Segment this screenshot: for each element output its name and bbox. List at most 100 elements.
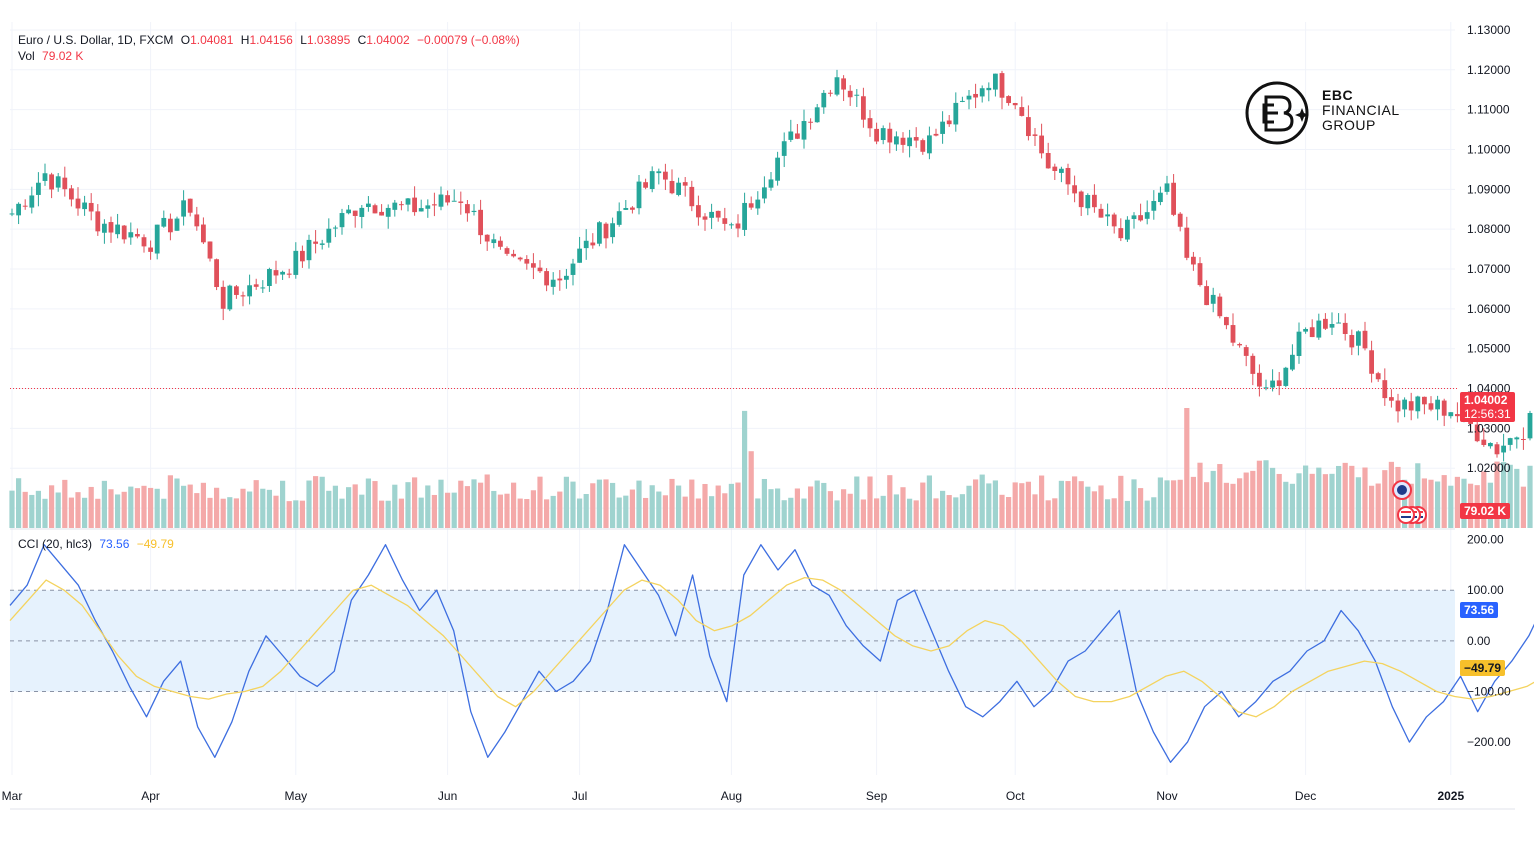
volume-bar (227, 497, 233, 528)
candle-body (847, 90, 853, 98)
candle-body (141, 237, 147, 247)
candle-body (1197, 263, 1203, 286)
cci-ma-tag: −49.79 (1460, 660, 1506, 676)
volume-bar (821, 482, 827, 528)
candle-body (1276, 380, 1282, 386)
cci-axis[interactable]: 200.00 100.00 0.00 −100.00 −200.00 (1467, 533, 1511, 750)
volume-bar (1454, 476, 1460, 528)
candle-body (557, 278, 563, 281)
volume-bar (504, 493, 510, 528)
candle-body (148, 247, 153, 252)
volume-tag: 79.02 K (1460, 503, 1511, 519)
volume-bar (801, 498, 807, 528)
high-value: 1.04156 (249, 33, 293, 47)
candle-body (887, 128, 893, 143)
ebc-emblem-icon (1245, 81, 1309, 145)
volume-bar (544, 499, 550, 528)
candle-body (550, 279, 556, 287)
volume-bar (313, 476, 319, 528)
vol-label[interactable]: Vol (18, 49, 35, 63)
candle-body (1059, 168, 1064, 173)
volume-bar (385, 500, 391, 528)
candle-body (220, 286, 226, 309)
volume-bar (55, 492, 61, 528)
candle-body (234, 286, 239, 295)
candle-body (135, 234, 140, 237)
volume-bar (1164, 480, 1170, 528)
candle-body (986, 87, 992, 91)
price-tick-label: 1.08000 (1467, 222, 1511, 236)
candle-body (511, 253, 516, 257)
volume-bar (973, 479, 979, 528)
candle-body (1349, 335, 1355, 348)
candle-body (247, 285, 252, 297)
candle-body (88, 202, 94, 212)
price-axis[interactable]: 1.13000 1.12000 1.11000 1.10000 1.09000 1.080… (1467, 23, 1511, 515)
candle-body (187, 198, 193, 213)
candle-body (531, 263, 536, 268)
time-axis[interactable]: MarAprMayJunJulAugSepOctNovDec2025Feb (2, 789, 1534, 803)
event-markers[interactable] (1392, 480, 1427, 524)
volume-bar (887, 475, 893, 528)
symbol-title[interactable]: Euro / U.S. Dollar, 1D, FXCM (18, 33, 174, 47)
volume-bar (557, 491, 563, 528)
volume-legend: Vol 79.02 K (18, 49, 83, 63)
candle-body (656, 171, 662, 174)
price-legend: Euro / U.S. Dollar, 1D, FXCM O1.04081 H1… (18, 33, 520, 47)
volume-bar (167, 475, 173, 528)
candle-body (227, 285, 233, 310)
candle-body (814, 107, 820, 123)
volume-bar (1355, 477, 1361, 528)
candle-body (102, 223, 107, 233)
candle-body (326, 228, 332, 243)
cci-tag-value: 73.56 (1464, 603, 1495, 617)
volume-bar (101, 480, 107, 528)
candle-body (1329, 324, 1335, 328)
change-value: −0.00079 (−0.08%) (417, 33, 520, 47)
price-tick-label: 1.12000 (1467, 63, 1511, 77)
volume-bar (781, 500, 787, 528)
volume-bar (755, 498, 761, 528)
candle-body (1408, 401, 1414, 411)
volume-bar (874, 498, 880, 528)
volume-bar (610, 482, 616, 528)
volume-bar (1375, 483, 1381, 528)
candle-body (379, 211, 384, 216)
volume-bar (940, 490, 946, 528)
volume-bar (880, 495, 886, 528)
volume-bar (722, 493, 728, 528)
volume-bar (35, 490, 41, 528)
volume-bar (689, 479, 695, 528)
candle-body (458, 201, 464, 203)
volume-bar (1501, 462, 1507, 528)
volume-bar (715, 485, 721, 528)
candle-body (1131, 215, 1137, 220)
volume-bar (1098, 485, 1104, 528)
volume-bar (134, 488, 140, 528)
cci-ma-line (9, 576, 1534, 718)
volume-bar (1078, 481, 1084, 528)
vol-value: 79.02 K (42, 49, 84, 63)
volume-bar (1507, 464, 1513, 528)
cci-label[interactable]: CCI (20, hlc3) (18, 537, 93, 551)
candle-body (22, 205, 28, 207)
volume-bar (491, 490, 497, 528)
candle-body (1085, 195, 1091, 209)
candle-body (649, 171, 655, 190)
candle-body (1422, 396, 1427, 405)
candle-body (194, 214, 200, 227)
candle-body (1065, 167, 1071, 185)
volume-bar (1349, 465, 1355, 528)
volume-bar (1250, 470, 1256, 528)
candle-body (432, 204, 437, 206)
volume-bars (9, 408, 1533, 528)
volume-bar (431, 494, 437, 528)
volume-bar (233, 498, 239, 528)
low-label: L (300, 33, 307, 47)
candle-body (498, 240, 503, 247)
candle-body (9, 213, 15, 215)
volume-bar (1514, 468, 1520, 528)
candle-body (643, 182, 648, 188)
candle-body (722, 218, 728, 224)
